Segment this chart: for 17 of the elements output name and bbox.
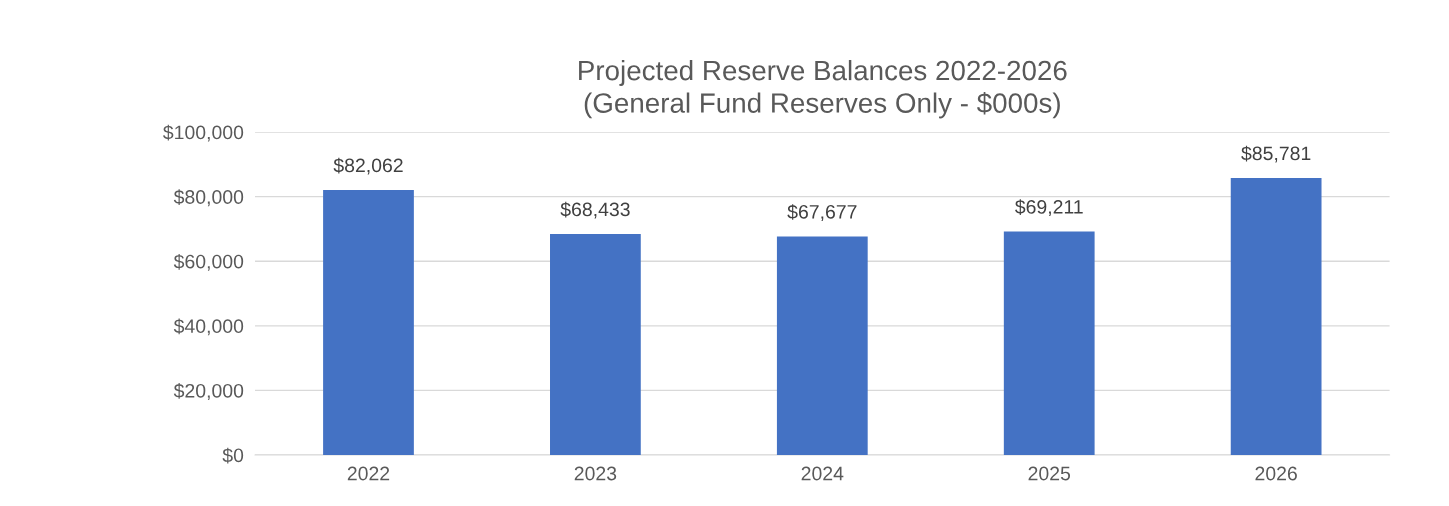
y-tick-label: $0: [222, 447, 244, 464]
x-tick-label: 2025: [1028, 466, 1071, 481]
data-label: $82,062: [333, 157, 403, 175]
data-label: $67,677: [787, 204, 857, 222]
data-label: $69,211: [1015, 199, 1083, 217]
data-label: $68,433: [560, 201, 630, 219]
y-tick-label: $80,000: [173, 189, 244, 207]
y-tick-label: $20,000: [173, 383, 244, 400]
x-tick-label: 2026: [1255, 466, 1297, 481]
x-tick-label: 2024: [801, 466, 844, 481]
x-tick-label: 2022: [347, 466, 390, 481]
x-tick-label: 2023: [574, 466, 617, 481]
y-tick-label: $60,000: [173, 253, 244, 271]
y-tick-label: $40,000: [173, 318, 244, 336]
chart-title: Projected Reserve Balances 2022-2026 (General Fund Reserves Only - $000s): [579, 59, 1067, 119]
y-tick-label: $100,000: [163, 124, 244, 142]
data-label: $85,781: [1241, 145, 1311, 163]
